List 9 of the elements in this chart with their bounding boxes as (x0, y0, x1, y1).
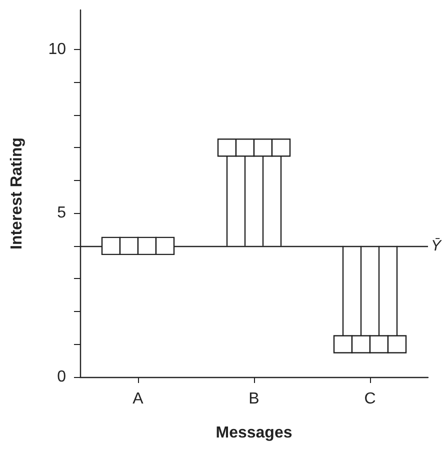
y-tick-label: 5 (57, 204, 66, 222)
y-axis-title: Interest Rating (8, 137, 26, 250)
x-tick-label: B (248, 390, 260, 408)
y-tick-label: 10 (48, 40, 66, 58)
x-tick-label: A (132, 390, 144, 408)
ref-line-label: Ȳ (431, 237, 442, 254)
x-tick-label: C (364, 390, 376, 408)
x-axis-title: Messages (216, 424, 292, 442)
y-tick-label: 0 (57, 368, 66, 386)
